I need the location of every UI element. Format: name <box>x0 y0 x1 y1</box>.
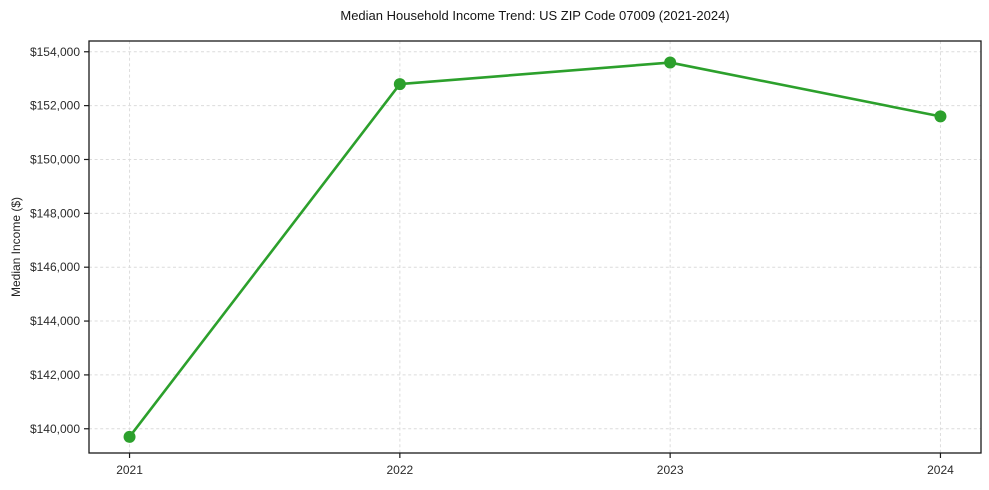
data-point <box>664 56 677 69</box>
x-tick-label: 2023 <box>657 463 684 477</box>
y-tick-label: $144,000 <box>30 314 80 328</box>
data-point <box>123 430 136 443</box>
plot-border <box>88 40 982 454</box>
chart-title: Median Household Income Trend: US ZIP Co… <box>340 8 730 23</box>
x-tick-label: 2021 <box>116 463 143 477</box>
y-tick-label: $152,000 <box>30 99 80 113</box>
y-tick-label: $148,000 <box>30 206 80 220</box>
trend-line <box>128 61 942 439</box>
data-point <box>393 78 406 91</box>
x-tick-label: 2024 <box>927 463 954 477</box>
y-tick-label: $146,000 <box>30 260 80 274</box>
y-tick-label: $150,000 <box>30 152 80 166</box>
y-tick-label: $142,000 <box>30 368 80 382</box>
x-tick-label: 2022 <box>386 463 413 477</box>
y-tick-label: $154,000 <box>30 45 80 59</box>
y-tick-label: $140,000 <box>30 422 80 436</box>
data-point <box>934 110 947 123</box>
